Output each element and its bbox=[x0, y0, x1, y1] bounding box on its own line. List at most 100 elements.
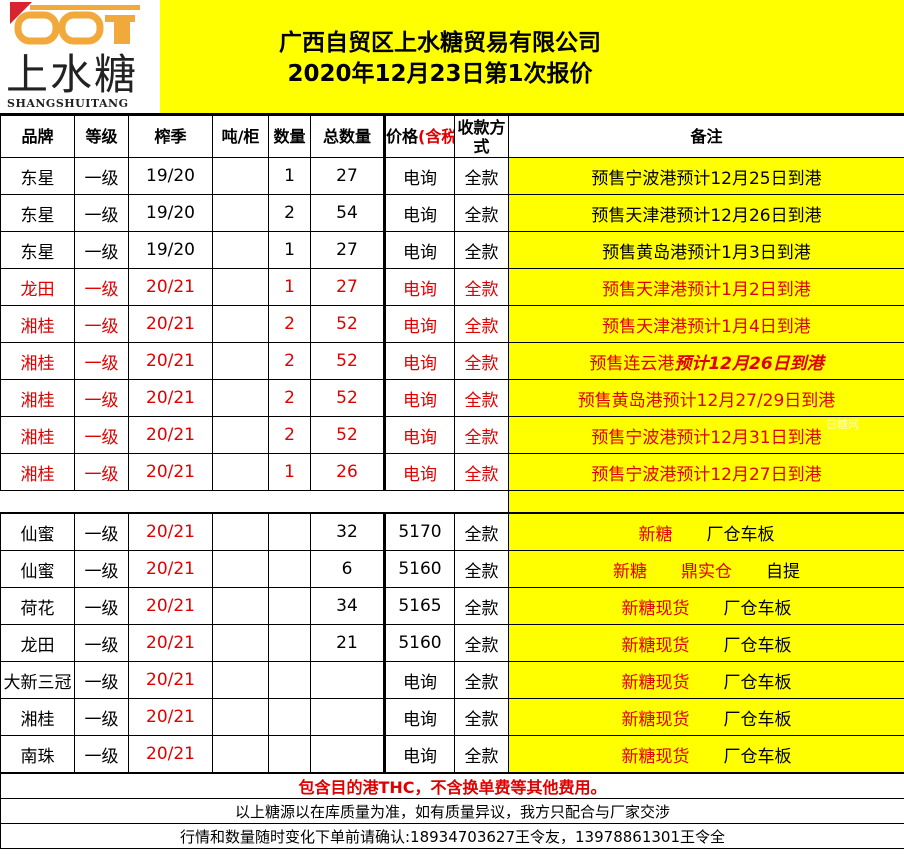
cell-payment: 全款 bbox=[454, 194, 509, 232]
remark-status: 新糖 bbox=[638, 524, 673, 545]
cell-payment: 全款 bbox=[454, 416, 509, 454]
cell-qty: 1 bbox=[268, 231, 311, 269]
remark-text: 预售黄岛港预计12月27/29日到港 bbox=[577, 390, 836, 411]
cell-price: 电询 bbox=[383, 379, 455, 417]
cell-payment: 全款 bbox=[454, 305, 509, 343]
cell-brand: 龙田 bbox=[0, 268, 75, 306]
col-total: 总数量 bbox=[310, 115, 385, 158]
cell-brand: 仙蜜 bbox=[0, 550, 75, 588]
cell-price: 5160 bbox=[383, 550, 455, 588]
cell-payment: 全款 bbox=[454, 661, 509, 699]
cell-total: 21 bbox=[310, 624, 385, 662]
cell-ton bbox=[212, 550, 269, 588]
col-ton-per-container: 吨/柜 bbox=[212, 115, 269, 158]
table-row: 南珠 一级 20/21 电询 全款 新糖现货 厂仓车板 bbox=[0, 735, 904, 774]
table-row: 仙蜜 一级 20/21 6 5160 全款 新糖 鼎实仓 自提 bbox=[0, 550, 904, 588]
col-price-tax: (含税) bbox=[418, 127, 453, 146]
remark-status: 新糖现货 bbox=[621, 672, 690, 693]
cell-total: 27 bbox=[310, 157, 385, 195]
cell-season: 20/21 bbox=[128, 453, 213, 491]
cell-payment: 全款 bbox=[454, 735, 509, 774]
company-logo: 上水糖 SHANGSHUITANG bbox=[0, 0, 160, 113]
col-remark: 备注 bbox=[508, 115, 904, 158]
cell-qty: 2 bbox=[268, 305, 311, 343]
cell-payment: 全款 bbox=[454, 157, 509, 195]
remark-text: 预售宁波港预计12月27日到港 bbox=[591, 464, 822, 485]
cell-grade: 一级 bbox=[74, 587, 129, 625]
cell-brand: 湘桂 bbox=[0, 342, 75, 380]
cell-grade: 一级 bbox=[74, 550, 129, 588]
cell-qty: 2 bbox=[268, 342, 311, 380]
cell-payment: 全款 bbox=[454, 231, 509, 269]
cell-season: 20/21 bbox=[128, 624, 213, 662]
cell-remark: 预售连云港预计12月26日到港 bbox=[508, 342, 904, 380]
cell-grade: 一级 bbox=[74, 735, 129, 774]
cell-brand: 仙蜜 bbox=[0, 512, 75, 551]
cell-qty: 1 bbox=[268, 157, 311, 195]
remark-status: 新糖现货 bbox=[621, 746, 690, 767]
cell-brand: 东星 bbox=[0, 194, 75, 232]
cell-ton bbox=[212, 698, 269, 736]
cell-total: 26 bbox=[310, 453, 385, 491]
cell-grade: 一级 bbox=[74, 231, 129, 269]
remark-emphasis: 预计12月26日到港 bbox=[674, 353, 824, 374]
footer-note-quality: 以上糖源以在库质量为准，如有质量异议，我方只配合与厂家交涉 bbox=[0, 798, 904, 824]
cell-qty bbox=[268, 661, 311, 699]
cell-qty: 1 bbox=[268, 453, 311, 491]
cell-remark: 预售宁波港预计12月27日到港 bbox=[508, 453, 904, 491]
cell-price: 电询 bbox=[383, 735, 455, 774]
cell-payment: 全款 bbox=[454, 624, 509, 662]
sheet-header: 上水糖 SHANGSHUITANG 广西自贸区上水糖贸易有限公司 2020年12… bbox=[0, 0, 904, 115]
cell-total: 6 bbox=[310, 550, 385, 588]
cell-ton bbox=[212, 661, 269, 699]
cell-ton bbox=[212, 379, 269, 417]
cell-season: 19/20 bbox=[128, 194, 213, 232]
remark-text: 预售宁波港预计12月31日到港 bbox=[591, 427, 822, 448]
cell-ton bbox=[212, 735, 269, 774]
remark-status: 新糖现货 bbox=[621, 709, 690, 730]
price-table: 品牌 等级 榨季 吨/柜 数量 总数量 价格(含税) 收款方式 备注 东星一级1… bbox=[0, 115, 904, 849]
table-row: 龙田 一级 20/21 21 5160 全款 新糖现货 厂仓车板 bbox=[0, 624, 904, 662]
cell-brand: 大新三冠 bbox=[0, 661, 75, 699]
cell-brand: 湘桂 bbox=[0, 453, 75, 491]
cell-remark: 预售宁波港预计12月31日到港 bbox=[508, 416, 904, 454]
table-row: 湘桂 一级 20/21 1 26 电询 全款 预售宁波港预计12月27日到港 bbox=[0, 453, 904, 491]
cell-total: 52 bbox=[310, 305, 385, 343]
cell-price: 电询 bbox=[383, 698, 455, 736]
col-price: 价格(含税) bbox=[383, 115, 455, 158]
remark-text: 预售天津港预计12月26日到港 bbox=[591, 205, 822, 226]
table-row: 湘桂 一级 20/21 2 52 电询 全款 预售黄岛港预计12月27/29日到港 bbox=[0, 379, 904, 417]
cell-season: 20/21 bbox=[128, 698, 213, 736]
cell-remark: 预售黄岛港预计12月27/29日到港 bbox=[508, 379, 904, 417]
remark-text: 预售黄岛港预计1月3日到港 bbox=[602, 242, 811, 263]
table-row: 荷花 一级 20/21 34 5165 全款 新糖现货 厂仓车板 bbox=[0, 587, 904, 625]
cell-remark: 新糖 厂仓车板 bbox=[508, 512, 904, 551]
remark-delivery: 厂仓车板 bbox=[723, 709, 792, 730]
cell-price: 电询 bbox=[383, 416, 455, 454]
cell-remark: 新糖现货 厂仓车板 bbox=[508, 624, 904, 662]
cell-total: 32 bbox=[310, 512, 385, 551]
cell-season: 19/20 bbox=[128, 231, 213, 269]
remark-status: 新糖现货 bbox=[621, 635, 690, 656]
col-grade: 等级 bbox=[74, 115, 129, 158]
cell-payment: 全款 bbox=[454, 512, 509, 551]
spacer-remark bbox=[508, 490, 904, 514]
cell-price: 电询 bbox=[383, 268, 455, 306]
table-row: 东星 一级 19/20 1 27 电询 全款 预售黄岛港预计1月3日到港 bbox=[0, 231, 904, 269]
cell-price: 5160 bbox=[383, 624, 455, 662]
cell-season: 20/21 bbox=[128, 550, 213, 588]
cell-remark: 新糖现货 厂仓车板 bbox=[508, 735, 904, 774]
cell-season: 20/21 bbox=[128, 735, 213, 774]
table-row: 湘桂 一级 20/21 2 52 电询 全款 预售宁波港预计12月31日到港 bbox=[0, 416, 904, 454]
col-season: 榨季 bbox=[128, 115, 213, 158]
cell-remark: 新糖现货 厂仓车板 bbox=[508, 698, 904, 736]
table-row: 龙田 一级 20/21 1 27 电询 全款 预售天津港预计1月2日到港 bbox=[0, 268, 904, 306]
cell-brand: 龙田 bbox=[0, 624, 75, 662]
cell-total: 52 bbox=[310, 416, 385, 454]
cell-grade: 一级 bbox=[74, 453, 129, 491]
cell-brand: 湘桂 bbox=[0, 305, 75, 343]
cell-qty: 2 bbox=[268, 416, 311, 454]
cell-qty: 1 bbox=[268, 268, 311, 306]
cell-total: 27 bbox=[310, 231, 385, 269]
